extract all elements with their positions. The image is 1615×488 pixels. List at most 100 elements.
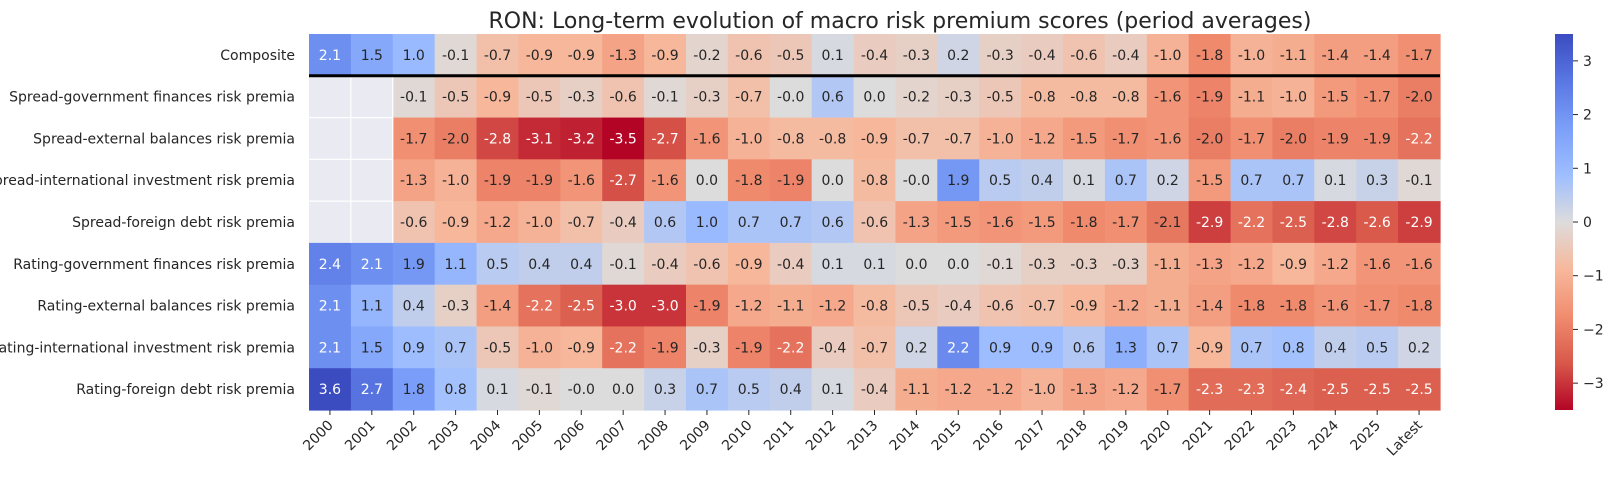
column-label: 2016 <box>970 417 1007 454</box>
heatmap-cell <box>476 326 520 369</box>
heatmap-cell <box>1104 75 1148 119</box>
cell-value-label: 0.2 <box>947 48 969 64</box>
heatmap-cell <box>1398 242 1441 286</box>
cell-value-label: -1.0 <box>1280 90 1307 106</box>
heatmap-cell <box>392 75 436 119</box>
column-label: 2015 <box>929 418 966 455</box>
cell-value-label: -1.0 <box>1028 382 1055 398</box>
heatmap-cell <box>434 117 478 160</box>
cell-value-label: -0.4 <box>610 215 637 231</box>
cell-value-label: -1.3 <box>610 48 637 64</box>
heatmap-cell <box>309 34 352 77</box>
cell-value-label: 0.0 <box>821 173 843 189</box>
column-label: 2003 <box>426 418 463 455</box>
column-label: 2002 <box>384 418 421 455</box>
cell-value-label: -1.8 <box>1280 299 1307 315</box>
cell-value-label: -1.7 <box>1364 90 1391 106</box>
heatmap-cell <box>309 159 352 202</box>
heatmap-cell <box>895 117 938 160</box>
heatmap-cell <box>686 159 729 202</box>
heatmap-cell <box>811 159 855 202</box>
cell-value-label: -1.2 <box>484 215 511 231</box>
heatmap-cell <box>602 368 645 411</box>
heatmap-cell <box>1104 284 1148 328</box>
cell-value-label: -2.7 <box>610 173 637 189</box>
heatmap-cell <box>644 201 687 244</box>
heatmap-cell <box>811 75 855 119</box>
heatmap-cell <box>811 117 855 160</box>
heatmap-cell <box>853 368 897 411</box>
cell-value-label: 0.5 <box>1366 340 1388 356</box>
cell-value-label: -1.2 <box>819 299 846 315</box>
heatmap-cell <box>602 34 645 77</box>
heatmap-cell <box>560 368 603 411</box>
cell-value-label: -0.1 <box>400 90 427 106</box>
cell-value-label: -0.2 <box>693 48 720 64</box>
heatmap-cell <box>1188 117 1232 160</box>
cell-value-label: -0.9 <box>442 215 469 231</box>
heatmap-cell <box>727 242 771 286</box>
heatmap-cell <box>727 326 771 369</box>
column-label: 2008 <box>635 418 672 455</box>
cell-value-label: -1.7 <box>1112 131 1139 147</box>
cell-value-label: -0.8 <box>861 173 888 189</box>
heatmap-cell <box>937 201 980 244</box>
cell-value-label: -2.5 <box>568 299 595 315</box>
heatmap-cell <box>1021 34 1064 77</box>
cell-value-label: -3.1 <box>526 131 553 147</box>
cell-value-label: -2.7 <box>651 131 678 147</box>
heatmap-cell <box>1021 326 1064 369</box>
heatmap-cell <box>1398 201 1441 244</box>
cell-value-label: 0.7 <box>1282 173 1304 189</box>
cell-value-label: -0.8 <box>1028 90 1055 106</box>
cell-value-label: 3.6 <box>319 382 341 398</box>
cell-value-label: -2.5 <box>1280 215 1307 231</box>
heatmap-cell <box>1021 75 1064 119</box>
cell-value-label: -0.8 <box>1070 90 1097 106</box>
cell-value-label: -0.1 <box>442 48 469 64</box>
heatmap-cell <box>1104 117 1148 160</box>
heatmap-cell <box>1063 201 1106 244</box>
cell-value-label: -1.5 <box>1028 215 1055 231</box>
heatmap-cell <box>476 284 520 328</box>
column-label: 2011 <box>761 418 798 455</box>
heatmap-cell <box>1188 368 1232 411</box>
cell-value-label: -1.0 <box>526 215 553 231</box>
column-label: 2007 <box>593 418 630 455</box>
heatmap-cell <box>769 75 813 119</box>
heatmap-cell <box>727 284 771 328</box>
cell-value-label: -0.5 <box>484 340 511 356</box>
cell-value-label: -2.2 <box>1238 215 1265 231</box>
cell-value-label: 0.8 <box>444 382 466 398</box>
cell-value-label: -0.5 <box>903 299 930 315</box>
cell-value-label: -0.7 <box>568 215 595 231</box>
heatmap-cell <box>1272 242 1315 286</box>
cell-value-label: -1.8 <box>735 173 762 189</box>
cell-value-label: -2.6 <box>1364 215 1391 231</box>
cell-value-label: 0.1 <box>863 257 885 273</box>
heatmap-cell <box>979 284 1022 328</box>
heatmap-cell <box>1063 159 1106 202</box>
heatmap-cell <box>309 242 352 286</box>
cell-value-label: -0.9 <box>484 90 511 106</box>
heatmap-cell <box>853 117 897 160</box>
heatmap-cell <box>853 242 897 286</box>
column-label: Latest <box>1384 417 1426 459</box>
heatmap-cell <box>895 326 938 369</box>
heatmap-cell <box>1314 242 1357 286</box>
heatmap-cell <box>1314 34 1357 77</box>
column-label: 2005 <box>510 418 547 455</box>
heatmap-cell <box>1272 201 1315 244</box>
column-label: 2014 <box>887 417 924 454</box>
heatmap-cell <box>1272 284 1315 328</box>
cell-value-label: 0.7 <box>444 340 466 356</box>
cell-value-label: -1.3 <box>903 215 930 231</box>
colorbar-tick-label: 0 <box>1583 215 1592 231</box>
cell-value-label: -0.6 <box>693 257 720 273</box>
heatmap-cell <box>1104 201 1148 244</box>
heatmap-cell <box>979 159 1022 202</box>
heatmap-cell <box>392 159 436 202</box>
heatmap-cell <box>1021 242 1064 286</box>
heatmap-cell <box>476 117 520 160</box>
cell-value-label: -0.3 <box>568 90 595 106</box>
